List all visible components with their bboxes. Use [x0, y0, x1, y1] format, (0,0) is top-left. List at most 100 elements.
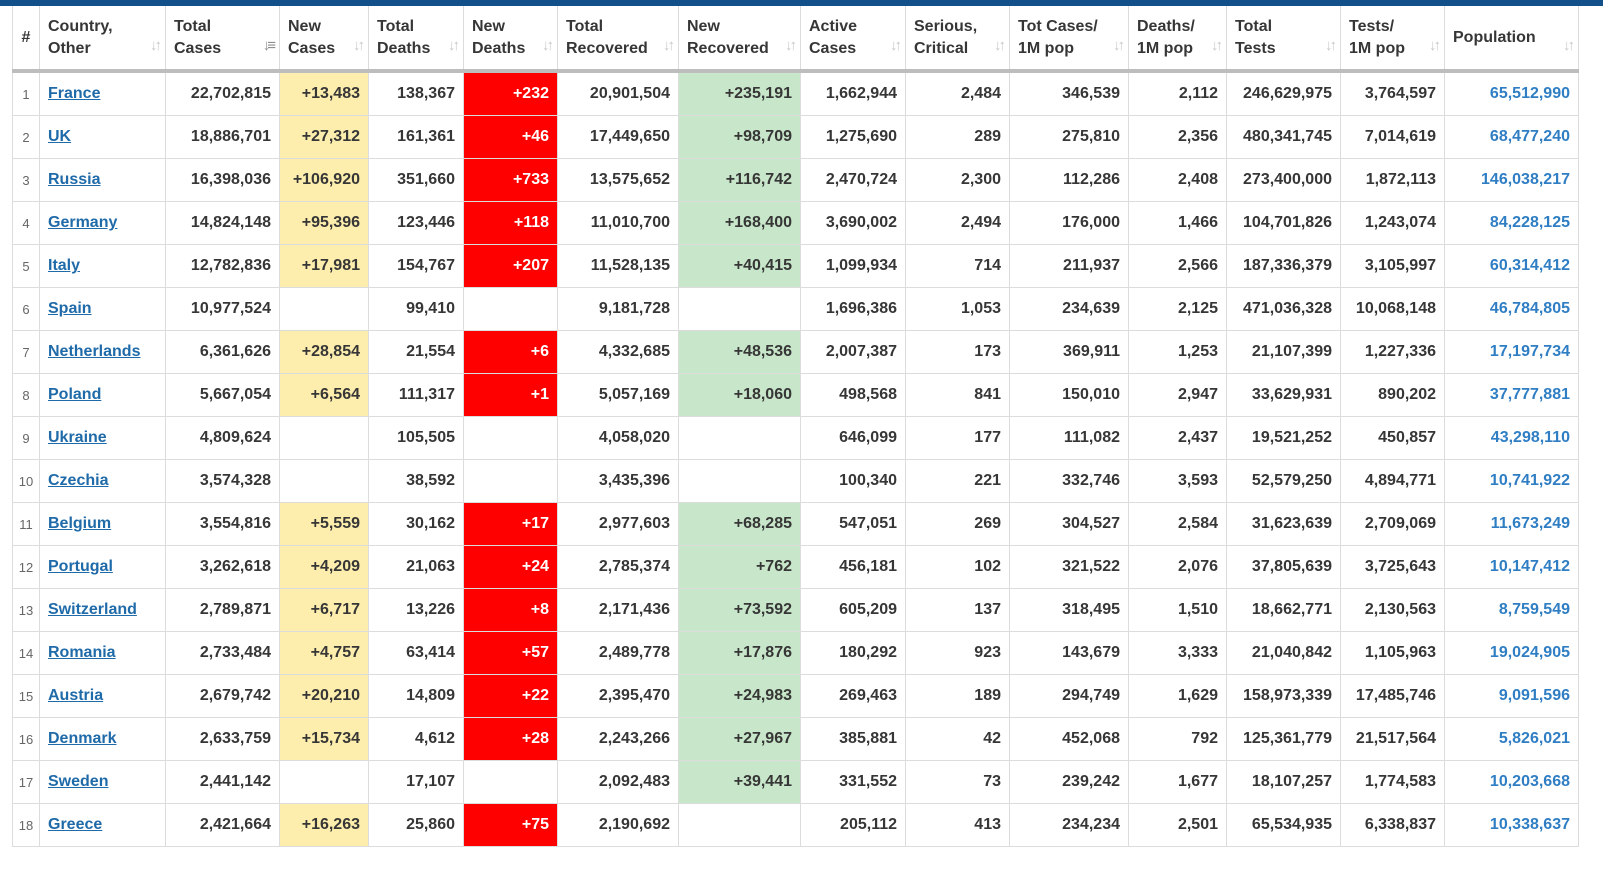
- sort-both-icon[interactable]: ↓↑: [994, 37, 1006, 54]
- rank-cell: 16: [12, 717, 40, 761]
- total-tests-header[interactable]: Total Tests ↓↑: [1226, 6, 1341, 73]
- tests-per-1m-header[interactable]: Tests/ 1M pop ↓↑: [1340, 6, 1445, 73]
- country-link[interactable]: Austria: [48, 687, 104, 704]
- total-recovered-cell: 9,181,728: [557, 287, 679, 331]
- new-recovered-cell: +18,060: [678, 373, 801, 417]
- total-recovered-header[interactable]: Total Recovered ↓↑: [557, 6, 679, 73]
- sort-both-icon[interactable]: ↓↑: [1325, 37, 1337, 54]
- total-deaths-cell: 99,410: [368, 287, 464, 331]
- active-cases-cell: 1,275,690: [800, 115, 906, 159]
- table-row: 6 Spain 10,977,524 99,410 9,181,728 1,696,386…: [12, 287, 1579, 331]
- tests-per-1m-cell: 6,338,837: [1340, 803, 1445, 847]
- sort-both-icon[interactable]: ↓↑: [1563, 37, 1575, 54]
- country-cell: UK: [39, 115, 166, 159]
- deaths-per-1m-cell: 2,356: [1128, 115, 1227, 159]
- country-link[interactable]: Portugal: [48, 558, 113, 575]
- table-row: 5 Italy 12,782,836 +17,981 154,767 +207 11,528…: [12, 244, 1579, 288]
- rank-cell: 17: [12, 760, 40, 804]
- top-accent-bar: [0, 0, 1603, 6]
- country-link[interactable]: Spain: [48, 300, 92, 317]
- table-row: 14 Romania 2,733,484 +4,757 63,414 +57 2,489,7…: [12, 631, 1579, 675]
- sort-both-icon[interactable]: ↓↑: [150, 37, 162, 54]
- total-deaths-cell: 123,446: [368, 201, 464, 245]
- serious-critical-cell: 2,494: [905, 201, 1010, 245]
- total-recovered-cell: 4,058,020: [557, 416, 679, 460]
- country-link[interactable]: Czechia: [48, 472, 109, 489]
- population-cell: 84,228,125: [1444, 201, 1579, 245]
- total-cases-cell: 2,421,664: [165, 803, 280, 847]
- active-cases-cell: 1,099,934: [800, 244, 906, 288]
- country-cell: Romania: [39, 631, 166, 675]
- sort-both-icon[interactable]: ↓↑: [448, 37, 460, 54]
- country-link[interactable]: Romania: [48, 644, 116, 661]
- total-cases-header[interactable]: Total Cases ↓≡: [165, 6, 280, 73]
- sort-both-icon[interactable]: ↓↑: [353, 37, 365, 54]
- total-tests-cell: 273,400,000: [1226, 158, 1341, 202]
- serious-critical-cell: 42: [905, 717, 1010, 761]
- new-recovered-header[interactable]: New Recovered ↓↑: [678, 6, 801, 73]
- sort-both-icon[interactable]: ↓↑: [890, 37, 902, 54]
- country-link[interactable]: Netherlands: [48, 343, 141, 360]
- covid-table-container: # Country, Other ↓↑ Total Cases ↓≡ New Cases ↓…: [12, 6, 1579, 847]
- country-link[interactable]: Ukraine: [48, 429, 107, 446]
- new-recovered-cell: +48,536: [678, 330, 801, 374]
- sort-both-icon[interactable]: ↓↑: [663, 37, 675, 54]
- total-recovered-cell: 2,785,374: [557, 545, 679, 589]
- country-link[interactable]: Italy: [48, 257, 81, 274]
- country-cell: Denmark: [39, 717, 166, 761]
- country-link[interactable]: France: [48, 85, 101, 102]
- total-cases-cell: 6,361,626: [165, 330, 280, 374]
- new-cases-cell: +16,263: [279, 803, 369, 847]
- active-cases-cell: 3,690,002: [800, 201, 906, 245]
- country-cell: Portugal: [39, 545, 166, 589]
- country-link[interactable]: UK: [48, 128, 72, 145]
- sort-desc-icon[interactable]: ↓≡: [262, 37, 276, 54]
- total-recovered-cell: 11,528,135: [557, 244, 679, 288]
- new-deaths-cell: [463, 287, 558, 331]
- new-deaths-cell: +57: [463, 631, 558, 675]
- new-deaths-cell: +6: [463, 330, 558, 374]
- active-cases-header[interactable]: Active Cases ↓↑: [800, 6, 906, 73]
- total-cases-cell: 3,262,618: [165, 545, 280, 589]
- country-link[interactable]: Denmark: [48, 730, 117, 747]
- deaths-per-1m-cell: 2,566: [1128, 244, 1227, 288]
- country-link[interactable]: Germany: [48, 214, 118, 231]
- sort-both-icon[interactable]: ↓↑: [542, 37, 554, 54]
- country-link[interactable]: Sweden: [48, 773, 109, 790]
- tot-cases-per-1m-header[interactable]: Tot Cases/ 1M pop ↓↑: [1009, 6, 1129, 73]
- new-cases-cell: +17,981: [279, 244, 369, 288]
- population-cell: 11,673,249: [1444, 502, 1579, 546]
- tot-cases-per-1m-cell: 304,527: [1009, 502, 1129, 546]
- new-recovered-cell: +73,592: [678, 588, 801, 632]
- rank-cell: 4: [12, 201, 40, 245]
- new-recovered-cell: +235,191: [678, 71, 801, 116]
- new-deaths-header[interactable]: New Deaths ↓↑: [463, 6, 558, 73]
- total-cases-cell: 12,782,836: [165, 244, 280, 288]
- population-header[interactable]: Population ↓↑: [1444, 6, 1579, 73]
- total-tests-cell: 471,036,328: [1226, 287, 1341, 331]
- country-link[interactable]: Russia: [48, 171, 101, 188]
- tests-per-1m-cell: 21,517,564: [1340, 717, 1445, 761]
- sort-both-icon[interactable]: ↓↑: [1113, 37, 1125, 54]
- total-deaths-cell: 63,414: [368, 631, 464, 675]
- active-cases-cell: 180,292: [800, 631, 906, 675]
- covid-stats-table: # Country, Other ↓↑ Total Cases ↓≡ New Cases ↓…: [12, 6, 1579, 847]
- sort-both-icon[interactable]: ↓↑: [1211, 37, 1223, 54]
- tests-per-1m-cell: 2,709,069: [1340, 502, 1445, 546]
- country-link[interactable]: Poland: [48, 386, 102, 403]
- country-cell: Germany: [39, 201, 166, 245]
- country-link[interactable]: Greece: [48, 816, 103, 833]
- country-header[interactable]: Country, Other ↓↑: [39, 6, 166, 73]
- sort-both-icon[interactable]: ↓↑: [785, 37, 797, 54]
- country-link[interactable]: Belgium: [48, 515, 112, 532]
- new-cases-header[interactable]: New Cases ↓↑: [279, 6, 369, 73]
- sort-both-icon[interactable]: ↓↑: [1429, 37, 1441, 54]
- country-link[interactable]: Switzerland: [48, 601, 137, 618]
- tests-per-1m-cell: 1,774,583: [1340, 760, 1445, 804]
- total-cases-cell: 18,886,701: [165, 115, 280, 159]
- total-tests-cell: 18,107,257: [1226, 760, 1341, 804]
- serious-critical-header[interactable]: Serious, Critical ↓↑: [905, 6, 1010, 73]
- deaths-per-1m-cell: 3,593: [1128, 459, 1227, 503]
- deaths-per-1m-header[interactable]: Deaths/ 1M pop ↓↑: [1128, 6, 1227, 73]
- total-deaths-header[interactable]: Total Deaths ↓↑: [368, 6, 464, 73]
